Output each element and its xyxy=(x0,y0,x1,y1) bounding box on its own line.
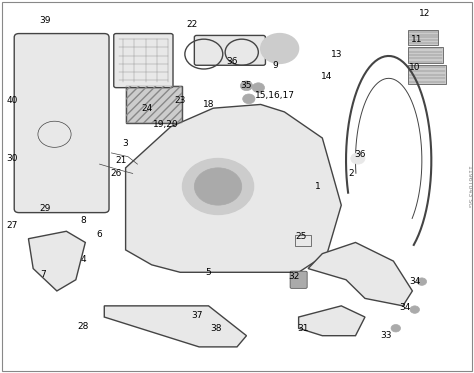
Text: 25: 25 xyxy=(295,232,307,241)
Text: 5: 5 xyxy=(206,268,211,277)
Text: 13: 13 xyxy=(331,50,342,59)
Text: 33: 33 xyxy=(381,331,392,340)
FancyBboxPatch shape xyxy=(194,35,265,65)
FancyBboxPatch shape xyxy=(408,30,438,45)
Text: 28: 28 xyxy=(77,322,89,331)
Text: 39: 39 xyxy=(39,16,51,25)
Text: 32: 32 xyxy=(288,272,300,280)
Circle shape xyxy=(261,34,299,63)
Circle shape xyxy=(252,83,264,93)
Circle shape xyxy=(243,94,255,104)
Circle shape xyxy=(182,159,254,214)
Circle shape xyxy=(417,278,427,285)
Text: 12: 12 xyxy=(419,9,430,18)
Text: 4: 4 xyxy=(80,255,86,264)
FancyBboxPatch shape xyxy=(14,34,109,213)
Polygon shape xyxy=(299,306,365,336)
Polygon shape xyxy=(308,242,412,306)
Text: 34: 34 xyxy=(400,303,411,312)
Text: 6: 6 xyxy=(97,231,102,239)
Text: 30: 30 xyxy=(6,154,18,163)
FancyBboxPatch shape xyxy=(408,65,446,84)
Text: 40: 40 xyxy=(6,96,18,105)
Text: 18: 18 xyxy=(203,100,214,109)
Text: 21: 21 xyxy=(115,156,127,165)
Text: 31: 31 xyxy=(298,324,309,333)
Text: 26: 26 xyxy=(110,169,122,178)
Text: 38: 38 xyxy=(210,324,221,333)
Polygon shape xyxy=(28,231,85,291)
Text: 27: 27 xyxy=(6,221,18,230)
Polygon shape xyxy=(104,306,246,347)
Text: 10: 10 xyxy=(409,63,420,72)
Text: 9: 9 xyxy=(272,61,278,70)
Text: 34: 34 xyxy=(409,277,420,286)
Text: 22: 22 xyxy=(186,20,198,29)
Text: 2: 2 xyxy=(348,169,354,178)
FancyBboxPatch shape xyxy=(114,34,173,88)
FancyBboxPatch shape xyxy=(408,47,443,63)
Text: 1196T043 SG: 1196T043 SG xyxy=(467,166,472,207)
Text: 36: 36 xyxy=(355,150,366,159)
Circle shape xyxy=(351,153,365,164)
Text: 7: 7 xyxy=(40,270,46,279)
Text: 8: 8 xyxy=(80,216,86,225)
Text: 19,20: 19,20 xyxy=(153,120,179,129)
Text: 23: 23 xyxy=(174,96,186,105)
Text: 14: 14 xyxy=(321,72,333,81)
Circle shape xyxy=(240,81,253,91)
Polygon shape xyxy=(126,104,341,272)
FancyBboxPatch shape xyxy=(295,235,311,246)
Circle shape xyxy=(391,325,401,332)
Text: 24: 24 xyxy=(141,104,153,113)
Text: 3: 3 xyxy=(123,139,128,148)
FancyBboxPatch shape xyxy=(290,271,307,288)
Text: 1: 1 xyxy=(315,182,320,191)
Text: 15,16,17: 15,16,17 xyxy=(255,91,295,100)
FancyBboxPatch shape xyxy=(126,86,182,123)
Circle shape xyxy=(194,168,242,205)
Text: 35: 35 xyxy=(241,81,252,90)
Text: 36: 36 xyxy=(227,57,238,66)
Text: 37: 37 xyxy=(191,311,202,320)
Text: 11: 11 xyxy=(411,35,423,44)
Circle shape xyxy=(410,306,419,313)
Text: 29: 29 xyxy=(39,204,51,213)
